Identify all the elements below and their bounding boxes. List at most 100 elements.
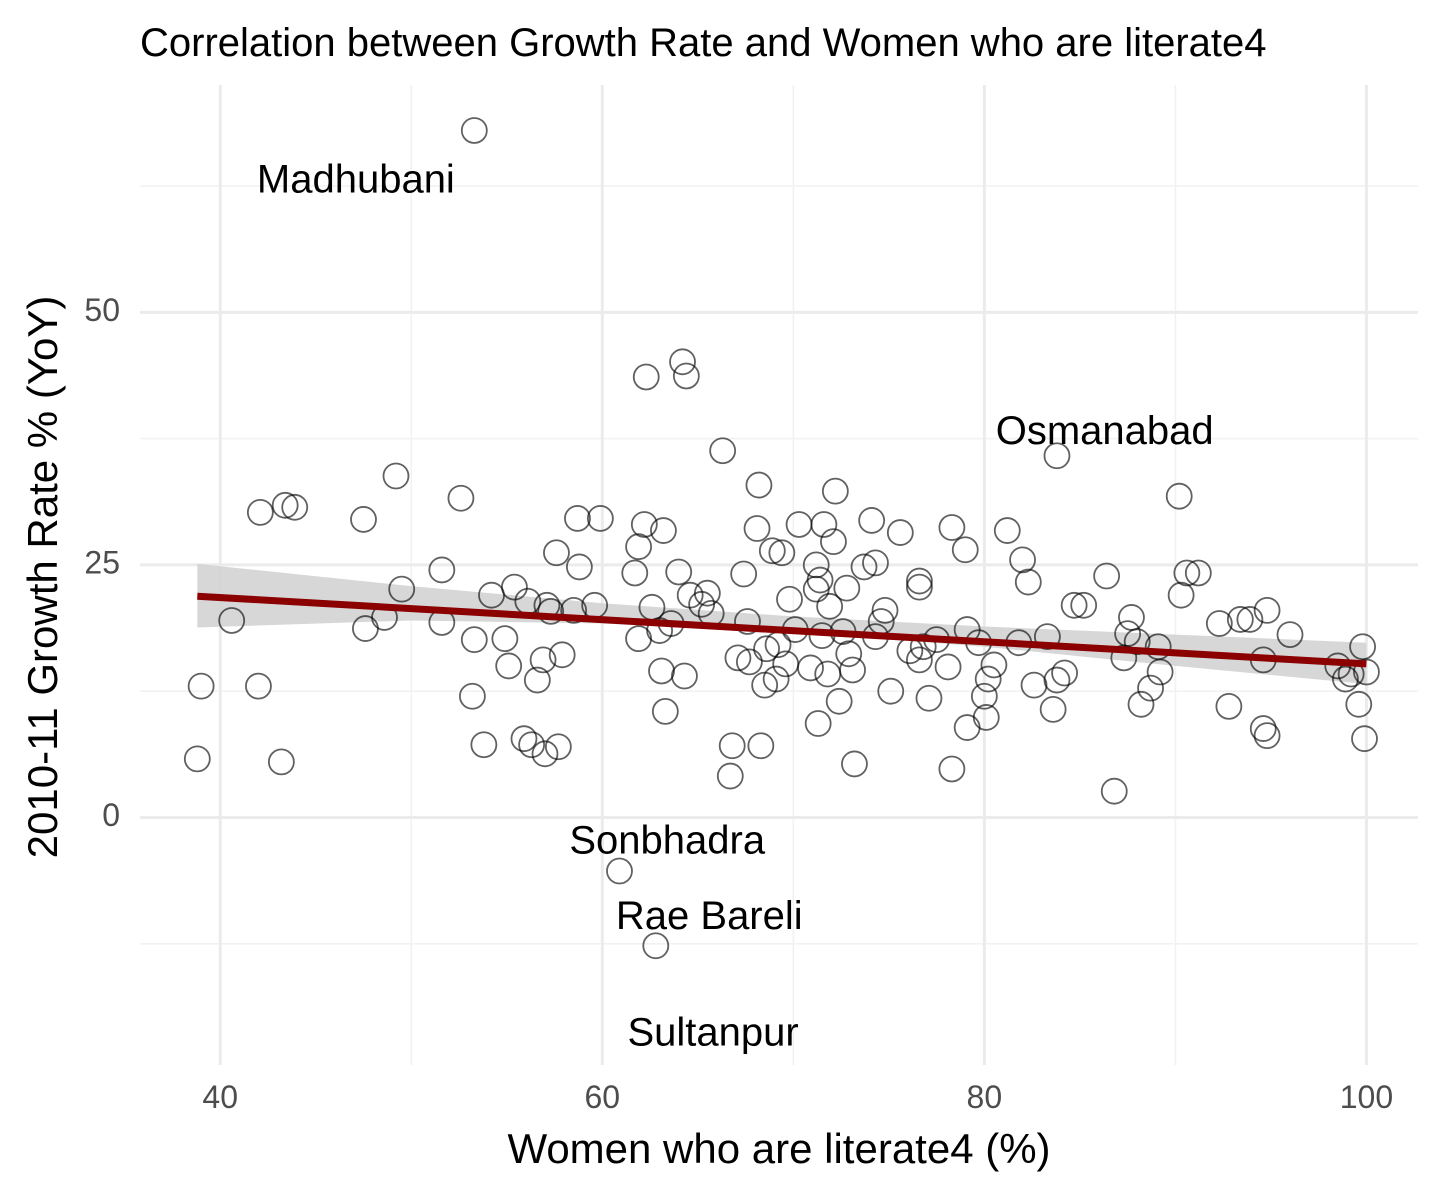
data-point [495, 652, 523, 680]
data-point [1043, 442, 1071, 470]
data-point [1205, 610, 1233, 637]
data-point [1093, 562, 1121, 590]
data-point [1137, 674, 1164, 702]
data-point [267, 748, 295, 776]
data-point [1114, 620, 1142, 647]
data-point [642, 932, 670, 960]
data-point [470, 731, 498, 759]
data-point [816, 592, 844, 620]
data-point [669, 348, 696, 376]
data-point [724, 644, 752, 672]
data-point [862, 549, 889, 577]
data-point [648, 657, 675, 685]
data-point [671, 662, 698, 690]
data-point [762, 665, 790, 693]
chart-title: Correlation between Growth Rate and Wome… [140, 21, 1267, 65]
data-point [246, 498, 274, 526]
data-point [281, 493, 309, 521]
data-point [814, 660, 842, 688]
y-tick-label: 0 [102, 797, 120, 833]
data-point [906, 567, 933, 595]
data-point [934, 653, 962, 681]
x-tick-label: 100 [1340, 1079, 1393, 1115]
data-point [1043, 666, 1071, 694]
data-point [271, 491, 299, 519]
data-point [718, 732, 746, 760]
data-point [1020, 671, 1048, 699]
data-point [938, 514, 966, 541]
data-point [672, 362, 700, 390]
data-point [460, 626, 488, 654]
data-point [758, 537, 786, 565]
data-point [491, 625, 519, 653]
data-point [839, 656, 866, 684]
data-point [970, 682, 998, 710]
data-point [382, 462, 410, 490]
data-point [183, 745, 211, 773]
data-point [1100, 777, 1128, 805]
data-point [810, 511, 838, 538]
data-point [806, 566, 834, 594]
points-layer [183, 117, 1380, 960]
data-point [510, 725, 538, 753]
point-annotation: Sultanpur [627, 1010, 798, 1054]
data-point [1165, 482, 1193, 510]
data-point [906, 573, 933, 601]
data-point [606, 857, 633, 885]
data-point [586, 505, 614, 532]
data-point [543, 539, 570, 567]
data-point [886, 519, 914, 546]
data-point [785, 511, 813, 538]
data-point [820, 528, 847, 556]
data-point [804, 710, 832, 737]
data-point [974, 665, 1002, 693]
data-point [630, 511, 658, 538]
data-point [871, 596, 899, 624]
point-annotation: Osmanabad [996, 409, 1214, 453]
data-point [1215, 692, 1243, 720]
data-point [877, 677, 905, 705]
data-point [1009, 546, 1036, 574]
data-point [1226, 606, 1254, 633]
data-point [716, 762, 744, 790]
data-point [1167, 581, 1195, 609]
x-tick-label: 60 [584, 1079, 620, 1115]
x-axis-label: Women who are literate4 (%) [507, 1125, 1050, 1172]
y-axis-label: 2010-11 Growth Rate % (YoY) [19, 296, 66, 859]
data-point [980, 651, 1008, 679]
data-point [1144, 633, 1172, 661]
data-point [709, 437, 737, 465]
x-tick-label: 40 [202, 1079, 238, 1115]
data-point [501, 573, 528, 601]
data-point [747, 732, 775, 760]
data-point [915, 684, 943, 712]
data-point [665, 558, 693, 586]
data-point [523, 666, 551, 694]
data-point [1249, 715, 1277, 742]
data-point [1070, 591, 1098, 619]
data-point [730, 560, 758, 588]
data-point [447, 484, 475, 512]
data-point [841, 750, 868, 778]
data-point [650, 517, 677, 544]
data-point [428, 556, 456, 584]
data-point [1345, 690, 1373, 718]
data-point [187, 672, 215, 700]
x-tick-label: 80 [967, 1079, 1003, 1115]
data-point [1039, 695, 1067, 723]
data-point [388, 575, 416, 603]
data-point [953, 714, 981, 741]
data-point [651, 697, 679, 725]
annotations: Madhubani Osmanabad Sonbhadra Rae Bareli Sul… [257, 158, 1214, 1055]
point-annotation: Rae Bareli [616, 894, 803, 938]
data-point [753, 635, 780, 663]
data-point [245, 672, 272, 700]
trend-line [197, 592, 1367, 668]
data-point [776, 585, 803, 613]
point-annotation: Madhubani [257, 158, 455, 202]
data-point [350, 506, 377, 533]
data-point [544, 733, 572, 761]
data-point [993, 517, 1021, 544]
data-point [906, 646, 933, 674]
